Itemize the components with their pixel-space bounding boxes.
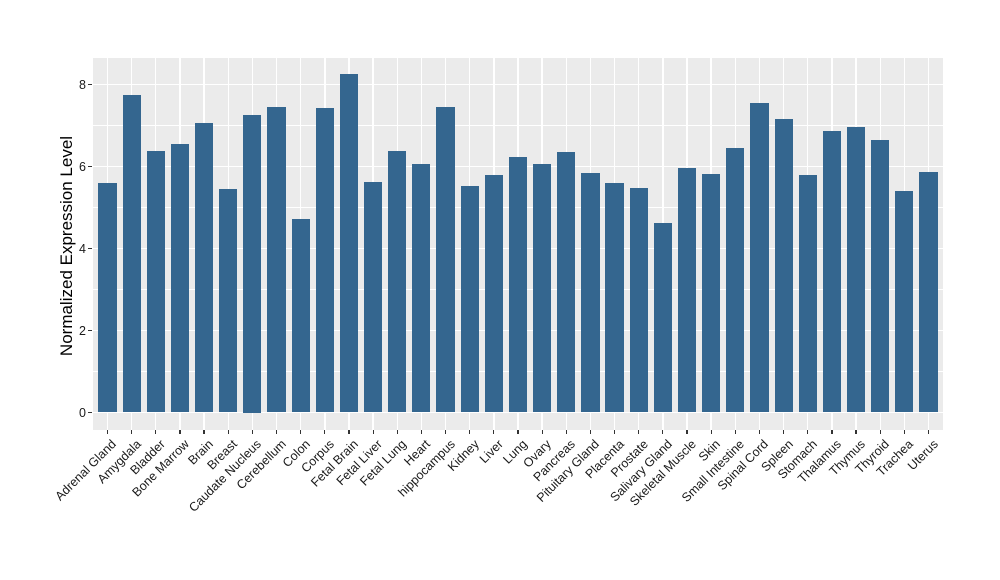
x-tick-mark-15 [469, 430, 471, 434]
x-tick-mark-20 [589, 430, 592, 434]
x-tick-mark-21 [613, 430, 616, 434]
bar-thymus [846, 126, 866, 413]
plot-panel [93, 58, 943, 430]
x-tick-mark-14 [444, 430, 447, 434]
x-tick-mark-8 [300, 430, 302, 434]
bar-ovary [533, 164, 552, 413]
bar-heart [412, 164, 431, 413]
x-tick-mark-0 [106, 430, 109, 434]
bar-skeletal-muscle [677, 168, 697, 413]
bar-pituitary-gland [581, 173, 600, 413]
bar-liver [484, 174, 503, 413]
y-tick-mark-6 [88, 165, 92, 168]
x-tick-mark-3 [179, 430, 181, 434]
bar-fetal-liver [364, 181, 383, 413]
x-tick-mark-7 [275, 430, 278, 434]
y-tick-label-0: 0 [79, 405, 86, 420]
bar-salivary-gland [653, 223, 672, 413]
bar-bone-marrow [170, 143, 189, 413]
bar-stomach [798, 175, 817, 413]
bar-skin [702, 173, 721, 413]
x-tick-mark-5 [227, 430, 229, 434]
y-tick-mark-2 [88, 329, 92, 332]
bar-caudate-nucleus [243, 115, 262, 413]
bar-fetal-brain [339, 73, 359, 413]
x-tick-mark-26 [734, 430, 736, 434]
y-tick-label-8: 8 [79, 77, 86, 92]
x-tick-mark-6 [251, 430, 253, 434]
x-tick-mark-10 [348, 430, 350, 434]
x-tick-mark-34 [927, 430, 930, 434]
bar-colon [291, 218, 310, 413]
x-tick-mark-11 [372, 430, 374, 434]
x-tick-label-16: Liver [476, 437, 506, 467]
bar-trachea [895, 191, 914, 413]
bar-placenta [605, 183, 624, 413]
x-tick-mark-25 [710, 430, 712, 434]
y-tick-mark-0 [88, 411, 92, 414]
y-tick-mark-8 [88, 83, 92, 86]
x-tick-mark-13 [420, 430, 422, 434]
bar-breast [219, 189, 238, 413]
x-tick-mark-2 [155, 430, 157, 434]
x-tick-mark-1 [131, 430, 133, 434]
x-tick-mark-31 [855, 430, 857, 434]
bar-thalamus [822, 130, 841, 413]
x-tick-mark-9 [324, 430, 326, 434]
x-tick-mark-17 [517, 430, 519, 434]
bar-hippocampus [436, 107, 455, 413]
bar-spleen [774, 118, 793, 413]
bar-kidney [460, 185, 479, 413]
y-tick-mark-4 [88, 247, 92, 250]
bar-prostate [629, 187, 648, 413]
bar-thyroid [871, 140, 890, 413]
bar-adrenal-gland [98, 182, 117, 413]
x-tick-mark-23 [662, 430, 664, 434]
x-tick-mark-12 [396, 430, 398, 434]
bar-uterus [919, 172, 938, 413]
x-tick-mark-27 [758, 430, 761, 434]
bar-fetal-lung [388, 151, 407, 413]
bar-brain [194, 122, 214, 413]
bar-pancreas [557, 152, 576, 413]
x-tick-mark-4 [203, 430, 205, 434]
x-tick-mark-28 [783, 430, 785, 434]
x-tick-mark-33 [903, 430, 905, 434]
bar-corpus [315, 107, 334, 413]
x-tick-mark-24 [686, 430, 688, 434]
x-tick-mark-22 [638, 430, 640, 434]
bar-bladder [146, 151, 165, 413]
x-tick-mark-30 [831, 430, 833, 434]
x-tick-mark-19 [565, 430, 567, 434]
x-tick-mark-18 [541, 430, 543, 434]
x-tick-mark-32 [879, 430, 881, 434]
x-tick-mark-16 [493, 430, 495, 434]
y-tick-label-6: 6 [79, 159, 86, 174]
y-tick-label-4: 4 [79, 241, 86, 256]
bar-small-intestine [726, 148, 745, 413]
bar-cerebellum [267, 107, 286, 413]
bar-spinal-cord [750, 103, 769, 413]
y-tick-label-2: 2 [79, 323, 86, 338]
bar-amygdala [122, 95, 141, 413]
bar-lung [508, 156, 528, 413]
x-tick-mark-29 [807, 430, 809, 434]
